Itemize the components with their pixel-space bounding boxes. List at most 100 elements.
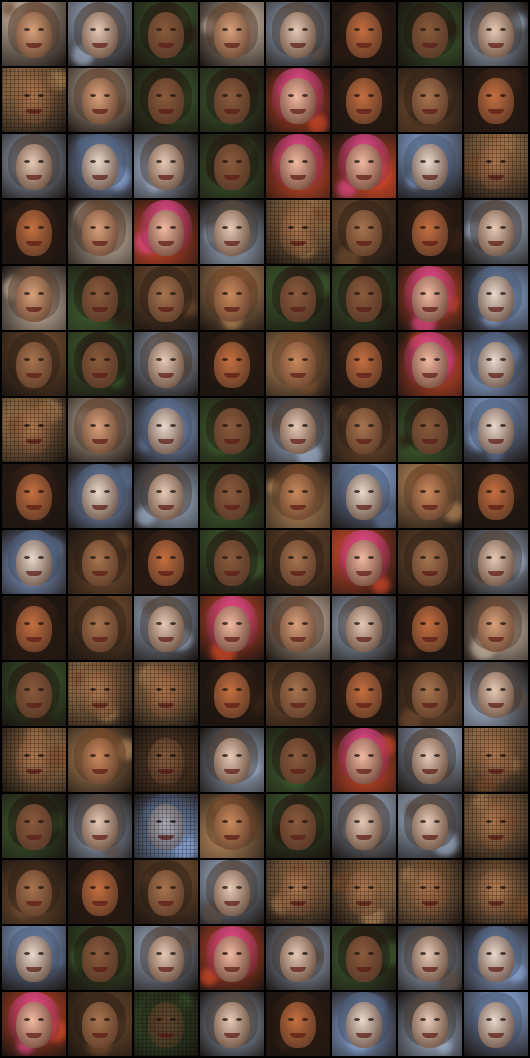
face-sample-tile (134, 68, 198, 132)
face-sample-tile (134, 926, 198, 990)
face-sample-tile (332, 596, 396, 660)
face-sample-tile (200, 530, 264, 594)
face-sample-tile (134, 464, 198, 528)
face-sample-tile (332, 332, 396, 396)
face-sample-tile (266, 464, 330, 528)
face-sample-tile (134, 860, 198, 924)
face-sample-tile (68, 2, 132, 66)
face-sample-tile (200, 134, 264, 198)
face-sample-tile (398, 728, 462, 792)
face-sample-tile (200, 728, 264, 792)
face-sample-tile (200, 332, 264, 396)
face-sample-tile (332, 68, 396, 132)
face-sample-tile (332, 662, 396, 726)
face-sample-tile (398, 662, 462, 726)
face-sample-tile (134, 728, 198, 792)
face-sample-tile (266, 332, 330, 396)
face-sample-tile (68, 68, 132, 132)
face-sample-tile (332, 926, 396, 990)
face-sample-tile (398, 794, 462, 858)
face-sample-tile (68, 596, 132, 660)
face-sample-tile (332, 200, 396, 264)
face-sample-tile (464, 2, 528, 66)
face-sample-tile (332, 728, 396, 792)
face-sample-tile (398, 398, 462, 462)
face-sample-tile (398, 464, 462, 528)
face-sample-tile (2, 728, 66, 792)
face-sample-tile (200, 200, 264, 264)
face-sample-tile (266, 266, 330, 330)
face-sample-tile (2, 992, 66, 1056)
face-sample-tile (266, 200, 330, 264)
face-sample-tile (134, 530, 198, 594)
face-sample-tile (398, 2, 462, 66)
face-sample-tile (68, 464, 132, 528)
face-sample-tile (200, 266, 264, 330)
face-sample-tile (68, 332, 132, 396)
face-sample-tile (332, 794, 396, 858)
face-sample-tile (464, 68, 528, 132)
face-sample-tile (68, 134, 132, 198)
face-sample-tile (266, 992, 330, 1056)
face-sample-tile (332, 266, 396, 330)
face-sample-tile (68, 266, 132, 330)
face-sample-tile (464, 992, 528, 1056)
face-sample-tile (464, 332, 528, 396)
face-sample-tile (398, 926, 462, 990)
face-sample-tile (398, 134, 462, 198)
face-sample-tile (266, 530, 330, 594)
face-sample-tile (134, 134, 198, 198)
face-sample-tile (2, 926, 66, 990)
face-sample-tile (266, 860, 330, 924)
face-sample-tile (266, 134, 330, 198)
face-sample-tile (464, 596, 528, 660)
face-sample-tile (200, 2, 264, 66)
face-sample-tile (68, 926, 132, 990)
face-sample-tile (2, 530, 66, 594)
face-sample-tile (200, 68, 264, 132)
face-sample-tile (398, 332, 462, 396)
face-sample-tile (68, 860, 132, 924)
face-sample-tile (332, 992, 396, 1056)
face-sample-tile (200, 860, 264, 924)
face-sample-tile (68, 530, 132, 594)
face-sample-tile (398, 596, 462, 660)
face-sample-tile (2, 464, 66, 528)
face-sample-tile (134, 332, 198, 396)
face-sample-tile (68, 662, 132, 726)
face-sample-tile (2, 398, 66, 462)
face-sample-tile (398, 200, 462, 264)
face-sample-tile (266, 728, 330, 792)
face-sample-tile (266, 596, 330, 660)
face-sample-tile (464, 200, 528, 264)
face-sample-tile (464, 860, 528, 924)
face-sample-tile (2, 332, 66, 396)
face-sample-tile (134, 794, 198, 858)
face-sample-tile (464, 794, 528, 858)
face-sample-tile (464, 134, 528, 198)
face-sample-tile (464, 266, 528, 330)
face-sample-tile (266, 926, 330, 990)
face-sample-tile (200, 794, 264, 858)
face-sample-tile (332, 398, 396, 462)
face-sample-tile (200, 926, 264, 990)
face-sample-tile (332, 464, 396, 528)
face-sample-tile (134, 266, 198, 330)
face-sample-tile (398, 266, 462, 330)
face-sample-tile (266, 662, 330, 726)
face-sample-tile (464, 662, 528, 726)
face-sample-tile (332, 860, 396, 924)
face-sample-tile (134, 662, 198, 726)
face-sample-tile (68, 200, 132, 264)
face-sample-tile (2, 134, 66, 198)
face-sample-tile (266, 794, 330, 858)
face-sample-tile (464, 728, 528, 792)
face-sample-tile (332, 530, 396, 594)
face-sample-tile (134, 596, 198, 660)
face-sample-tile (2, 596, 66, 660)
face-sample-tile (68, 398, 132, 462)
face-sample-tile (134, 992, 198, 1056)
face-sample-tile (464, 530, 528, 594)
face-sample-tile (332, 134, 396, 198)
face-sample-tile (200, 398, 264, 462)
